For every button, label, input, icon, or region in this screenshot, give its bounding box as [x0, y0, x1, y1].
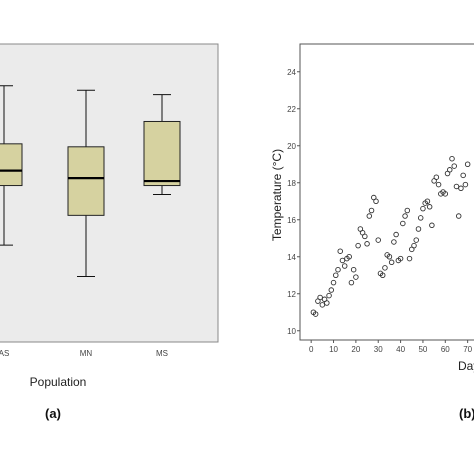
scatter-y-axis-label: Temperature (°C): [270, 149, 284, 241]
data-point: [317, 294, 323, 301]
x-tick-label: 40: [396, 345, 405, 354]
data-point: [355, 242, 361, 249]
data-point: [455, 213, 462, 219]
box-ms: [143, 94, 181, 195]
data-point: [335, 266, 341, 273]
y-tick-label: 10: [287, 327, 296, 336]
data-point: [391, 239, 397, 245]
data-point: [353, 274, 359, 280]
scatter-axes: 10 12 14 16 18 20 22 24 0 10 20 30 40 50 60 70: [287, 68, 473, 354]
caption-a: (a): [45, 406, 61, 421]
data-point: [333, 272, 339, 279]
boxplot-x-tick-labels: AS MN MS: [0, 349, 168, 358]
boxplot-x-axis-label: Population: [30, 375, 87, 389]
box-iqr: [143, 120, 181, 187]
x-tick-label: 50: [418, 345, 427, 354]
scatter-panel: 10 12 14 16 18 20 22 24 0 10 20 30 40 50 60 70 Temperat…: [270, 43, 474, 421]
data-point: [346, 253, 352, 260]
scatter-x-axis-label: Day: [458, 359, 474, 373]
data-point: [424, 198, 431, 204]
data-point: [393, 231, 399, 238]
y-tick-label: 20: [287, 142, 296, 151]
y-tick-label: 24: [287, 68, 296, 77]
data-point: [426, 204, 433, 210]
y-tick-label: 12: [287, 290, 296, 299]
data-point: [435, 181, 442, 188]
y-tick-label: 22: [287, 105, 296, 114]
data-point: [413, 237, 419, 243]
boxplot-boxes: [0, 85, 181, 277]
y-tick-label: 16: [287, 216, 296, 225]
data-point: [451, 163, 457, 169]
data-point: [375, 237, 381, 243]
data-point: [400, 220, 406, 227]
data-point: [382, 265, 388, 271]
data-point: [460, 172, 466, 179]
boxplot-panel: AS MN MS Population (a): [0, 43, 219, 421]
data-point: [388, 259, 395, 266]
x-tick-label: 0: [309, 345, 314, 354]
data-point: [417, 215, 424, 221]
x-tick-label: 60: [441, 345, 450, 354]
data-point: [453, 183, 460, 190]
data-point: [362, 233, 368, 240]
data-point: [364, 241, 370, 247]
box-as: [0, 85, 23, 246]
data-point: [312, 311, 319, 317]
boxplot-plot-area: [0, 43, 219, 343]
data-point: [326, 292, 332, 299]
x-tick-label: 30: [374, 345, 383, 354]
x-tick-label: 20: [351, 345, 360, 354]
box-mn: [67, 89, 105, 277]
data-point: [324, 300, 330, 306]
data-point: [420, 205, 426, 212]
data-point: [366, 213, 373, 219]
data-point: [464, 161, 471, 167]
data-point: [411, 242, 417, 249]
box-iqr: [0, 143, 23, 187]
x-tick-label: AS: [0, 349, 9, 358]
y-tick-label: 18: [287, 179, 296, 188]
data-point: [462, 181, 469, 188]
x-tick-label: 10: [329, 345, 338, 354]
x-tick-label: MS: [156, 349, 168, 358]
data-point: [402, 213, 408, 219]
data-point: [350, 266, 357, 273]
data-point: [341, 263, 348, 269]
x-tick-label: 70: [463, 345, 472, 354]
data-point: [458, 185, 464, 192]
scatter-points: [310, 155, 471, 317]
data-point: [406, 255, 413, 262]
data-point: [386, 253, 393, 260]
data-point: [319, 302, 326, 308]
data-point: [433, 174, 440, 180]
scatter-plot-area: [299, 43, 474, 341]
data-point: [429, 222, 435, 229]
data-point: [368, 207, 375, 214]
data-point: [449, 155, 455, 162]
data-point: [442, 191, 449, 197]
caption-b: (b): [459, 406, 474, 421]
x-tick-label: MN: [80, 349, 93, 358]
data-point: [397, 255, 404, 262]
y-tick-label: 14: [287, 253, 296, 262]
data-point: [328, 287, 335, 293]
data-point: [447, 167, 453, 173]
data-point: [415, 226, 422, 232]
data-point: [339, 257, 346, 264]
data-point: [337, 248, 343, 254]
data-point: [379, 272, 386, 279]
data-point: [330, 279, 337, 286]
data-point: [373, 198, 379, 204]
data-point: [348, 279, 355, 286]
data-point: [404, 207, 411, 214]
box-iqr: [67, 146, 105, 216]
